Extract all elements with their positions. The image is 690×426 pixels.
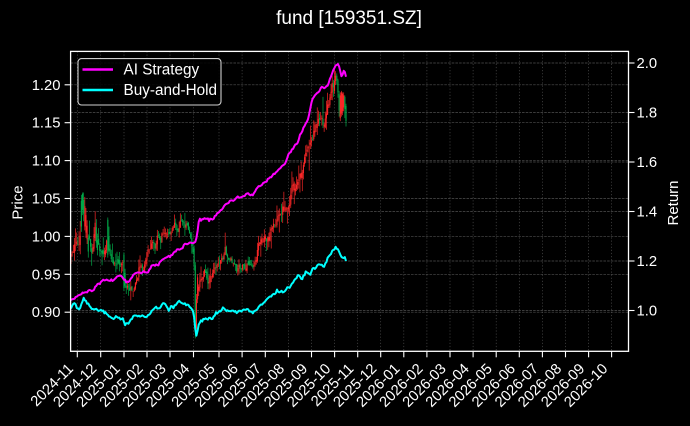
svg-text:1.2: 1.2 <box>637 254 658 270</box>
svg-text:Price: Price <box>9 185 26 219</box>
svg-text:1.00: 1.00 <box>32 229 61 245</box>
svg-text:0.90: 0.90 <box>32 305 61 321</box>
svg-text:1.8: 1.8 <box>637 106 658 122</box>
svg-text:0.95: 0.95 <box>32 267 61 283</box>
svg-text:1.6: 1.6 <box>637 155 658 171</box>
svg-text:1.15: 1.15 <box>32 116 61 132</box>
svg-text:Buy-and-Hold: Buy-and-Hold <box>124 82 218 99</box>
svg-text:2.0: 2.0 <box>637 56 658 72</box>
svg-text:1.10: 1.10 <box>32 154 61 170</box>
svg-text:Return: Return <box>665 180 682 225</box>
svg-text:AI Strategy: AI Strategy <box>124 62 200 79</box>
svg-text:1.20: 1.20 <box>32 78 61 94</box>
svg-text:1.4: 1.4 <box>637 205 658 221</box>
svg-text:1.0: 1.0 <box>637 304 658 320</box>
svg-text:fund [159351.SZ]: fund [159351.SZ] <box>276 8 422 29</box>
svg-text:1.05: 1.05 <box>32 192 61 208</box>
